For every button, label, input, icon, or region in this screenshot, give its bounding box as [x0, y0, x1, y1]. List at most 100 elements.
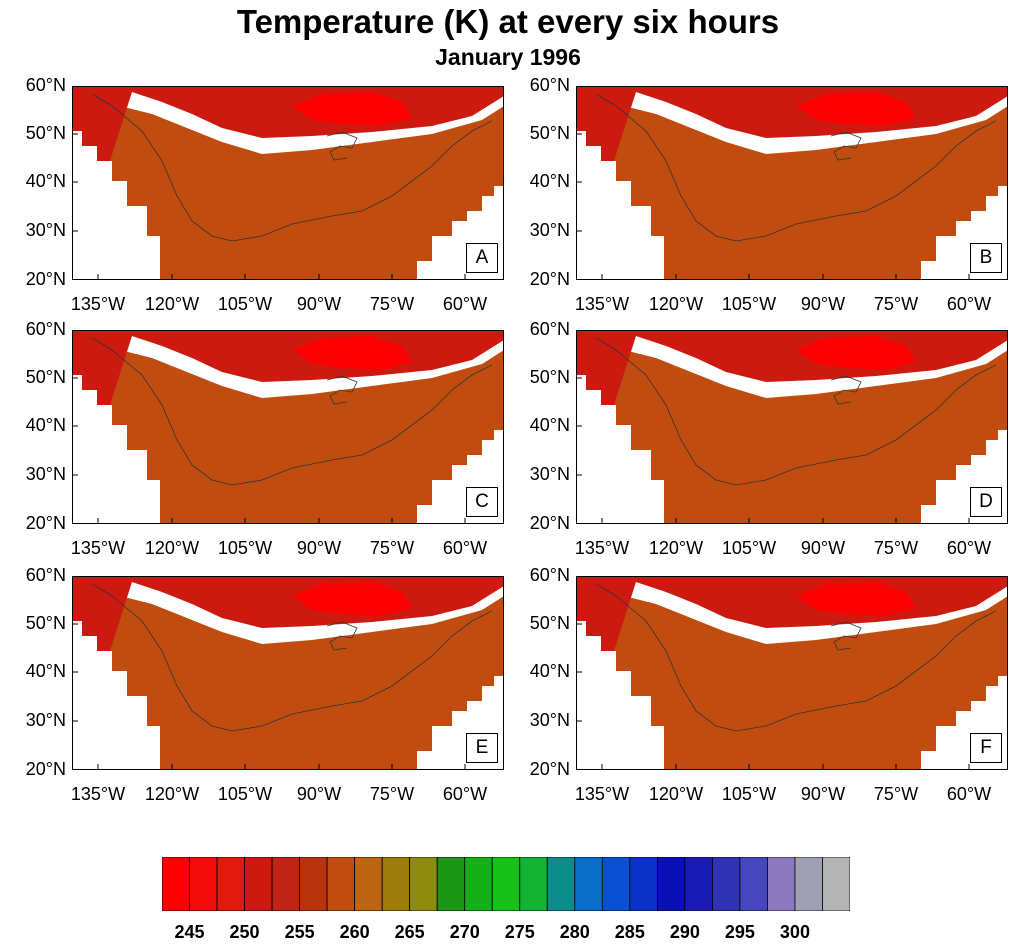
lon-label: 90°W [296, 784, 342, 804]
lon-label: 60°W [946, 538, 992, 558]
temperature-contour-map [576, 86, 1008, 280]
lon-label: 120°W [144, 294, 200, 314]
lat-label: 40°N [529, 171, 570, 191]
contour-band [292, 582, 412, 616]
lon-label: 135°W [70, 784, 126, 804]
lon-label: 135°W [574, 294, 630, 314]
colorbar-swatch [244, 857, 273, 911]
lat-label: 60°N [25, 565, 66, 585]
lon-label: 60°W [442, 538, 488, 558]
lon-label: 90°W [800, 294, 846, 314]
lon-label: 90°W [800, 784, 846, 804]
map-frame [72, 330, 504, 524]
lat-label: 40°N [529, 415, 570, 435]
lon-label: 60°W [442, 294, 488, 314]
colorbar-swatch [409, 857, 438, 911]
lon-label: 105°W [721, 784, 777, 804]
great-lakes-outline [326, 131, 358, 161]
temperature-contour-map [576, 330, 1008, 524]
lat-label: 30°N [25, 220, 66, 240]
lon-label: 90°W [296, 538, 342, 558]
coastline [91, 337, 493, 486]
colorbar-swatch [216, 857, 245, 911]
contour-band [72, 340, 504, 524]
colorbar-label: 250 [229, 922, 260, 942]
lat-label: 30°N [529, 710, 570, 730]
colorbar [162, 857, 850, 911]
missing-data-mask [72, 621, 160, 770]
missing-data-mask [576, 375, 664, 524]
lat-label: 20°N [25, 269, 66, 289]
lon-label: 105°W [721, 538, 777, 558]
temperature-contour-map [72, 576, 504, 770]
contour-band [576, 340, 1008, 524]
lon-label: 75°W [369, 784, 415, 804]
missing-data-mask [576, 621, 664, 770]
map-frame [576, 86, 1008, 280]
lat-label: 60°N [529, 565, 570, 585]
lon-label: 105°W [217, 784, 273, 804]
colorbar-swatch [601, 857, 631, 911]
contour-band [72, 96, 504, 280]
colorbar-label: 260 [339, 922, 370, 942]
lat-label: 60°N [529, 75, 570, 95]
lat-label: 60°N [25, 75, 66, 95]
lat-label: 50°N [529, 613, 570, 633]
lat-label: 40°N [529, 661, 570, 681]
lat-label: 20°N [529, 269, 570, 289]
panel-label: C [466, 487, 498, 517]
lon-label: 105°W [217, 538, 273, 558]
lon-label: 135°W [70, 538, 126, 558]
colorbar-swatch [712, 857, 741, 911]
contour-band [576, 330, 1008, 524]
great-lakes-outline [830, 131, 862, 161]
map-panel: C [72, 330, 504, 524]
colorbar-swatch [381, 857, 411, 911]
colorbar-label: 285 [614, 922, 645, 942]
colorbar-label: 300 [779, 922, 810, 942]
lat-label: 40°N [25, 661, 66, 681]
colorbar-swatch [822, 857, 850, 911]
colorbar-label: 275 [504, 922, 535, 942]
lon-label: 90°W [800, 538, 846, 558]
lon-label: 90°W [296, 294, 342, 314]
missing-data-mask [576, 131, 664, 280]
great-lakes-outline [830, 375, 862, 405]
missing-data-mask [72, 375, 160, 524]
lat-label: 40°N [25, 171, 66, 191]
contour-band [72, 330, 504, 524]
colorbar-swatch [684, 857, 713, 911]
map-panel: A [72, 86, 504, 280]
figure-title: Temperature (K) at every six hours [236, 3, 780, 40]
colorbar-label: 255 [284, 922, 315, 942]
great-lakes-outline [830, 621, 862, 651]
colorbar-swatch [519, 857, 548, 911]
colorbar-swatch [491, 857, 521, 911]
panel-label: B [970, 243, 1002, 273]
colorbar-swatch [767, 857, 796, 911]
lat-label: 50°N [529, 123, 570, 143]
map-frame [72, 86, 504, 280]
coastline [595, 93, 997, 242]
lat-label: 30°N [529, 220, 570, 240]
contour-band [72, 576, 504, 770]
great-lakes-outline [326, 375, 358, 405]
map-frame [72, 576, 504, 770]
contour-band [576, 576, 1008, 770]
lat-label: 50°N [25, 613, 66, 633]
lon-label: 60°W [946, 294, 992, 314]
contour-band [292, 92, 412, 126]
coastline [595, 337, 997, 486]
lon-label: 120°W [648, 538, 704, 558]
colorbar-swatch [189, 857, 218, 911]
colorbar-swatch [546, 857, 576, 911]
contour-band [72, 586, 504, 770]
lat-label: 30°N [529, 464, 570, 484]
lon-label: 75°W [873, 784, 919, 804]
colorbar-label: 295 [724, 922, 755, 942]
lon-label: 105°W [217, 294, 273, 314]
lon-label: 60°W [946, 784, 992, 804]
colorbar-swatch [326, 857, 356, 911]
lon-label: 60°W [442, 784, 488, 804]
colorbar-swatch [464, 857, 493, 911]
